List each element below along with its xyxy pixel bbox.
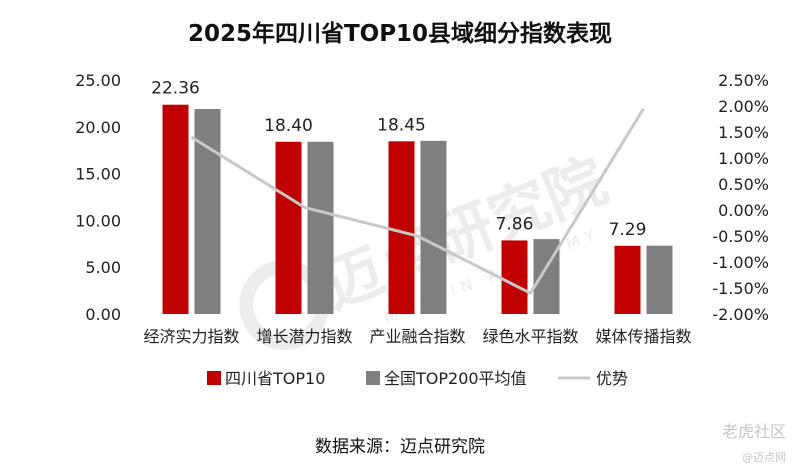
category-label: 增长潜力指数: [256, 327, 352, 346]
left-tick-label: 0.00: [85, 305, 121, 324]
right-axis: -2.00% -1.50% -1.00% -0.50% 0.00% 0.50% 1.00% 1…: [712, 71, 769, 324]
corner-watermark: 老虎社区: [721, 422, 786, 441]
bar-data-label: 18.40: [264, 116, 313, 136]
left-axis: 0.00 5.00 10.00 15.00 20.00 25.00: [75, 71, 121, 324]
bar-data-label: 22.36: [151, 79, 200, 99]
right-tick-label: -2.00%: [712, 305, 769, 324]
category-label: 产业融合指数: [369, 327, 465, 346]
right-tick-label: 2.00%: [718, 97, 769, 116]
legend-label-advantage: 优势: [596, 369, 628, 388]
bar-data-label: 7.86: [496, 214, 534, 234]
bar-top10: [501, 240, 528, 314]
corner-watermark-sub: @迈点网: [742, 451, 786, 464]
legend-swatch-top10: [207, 371, 221, 385]
bar-national-avg: [646, 245, 673, 314]
bar-top10: [275, 141, 302, 314]
right-tick-label: -1.00%: [712, 253, 769, 272]
bar-data-label: 7.29: [609, 220, 647, 240]
bar-top10: [614, 245, 641, 314]
category-label: 经济实力指数: [143, 327, 239, 346]
category-label: 媒体传播指数: [595, 327, 691, 346]
right-tick-label: 1.50%: [718, 123, 769, 142]
left-tick-label: 25.00: [75, 71, 121, 90]
legend: 四川省TOP10 全国TOP200平均值 优势: [207, 369, 628, 388]
right-tick-label: 0.00%: [718, 201, 769, 220]
bar-top10: [388, 141, 415, 314]
right-tick-label: 0.50%: [718, 175, 769, 194]
bar-top10: [162, 104, 189, 314]
right-tick-label: -0.50%: [712, 227, 769, 246]
right-tick-label: 2.50%: [718, 71, 769, 90]
right-tick-label: -1.50%: [712, 279, 769, 298]
left-tick-label: 20.00: [75, 118, 121, 137]
left-tick-label: 15.00: [75, 165, 121, 184]
bar-data-label: 18.45: [377, 115, 426, 135]
bar-national-avg: [420, 140, 447, 314]
right-tick-label: 1.00%: [718, 149, 769, 168]
left-tick-label: 10.00: [75, 211, 121, 230]
chart-title: 2025年四川省TOP10县域细分指数表现: [187, 21, 613, 47]
advantage-line: [190, 107, 645, 295]
left-tick-label: 5.00: [85, 258, 121, 277]
legend-label-national-avg: 全国TOP200平均值: [384, 369, 527, 388]
data-labels: 22.36 18.40 18.45 7.86 7.29: [151, 79, 646, 240]
source-note: 数据来源：迈点研究院: [315, 437, 485, 457]
advantage-line-series: [190, 107, 645, 295]
category-labels: 经济实力指数 增长潜力指数 产业融合指数 绿色水平指数 媒体传播指数: [143, 327, 691, 346]
legend-swatch-national-avg: [366, 371, 380, 385]
legend-label-top10: 四川省TOP10: [225, 369, 325, 388]
category-label: 绿色水平指数: [482, 327, 578, 346]
bar-national-avg: [307, 141, 334, 314]
